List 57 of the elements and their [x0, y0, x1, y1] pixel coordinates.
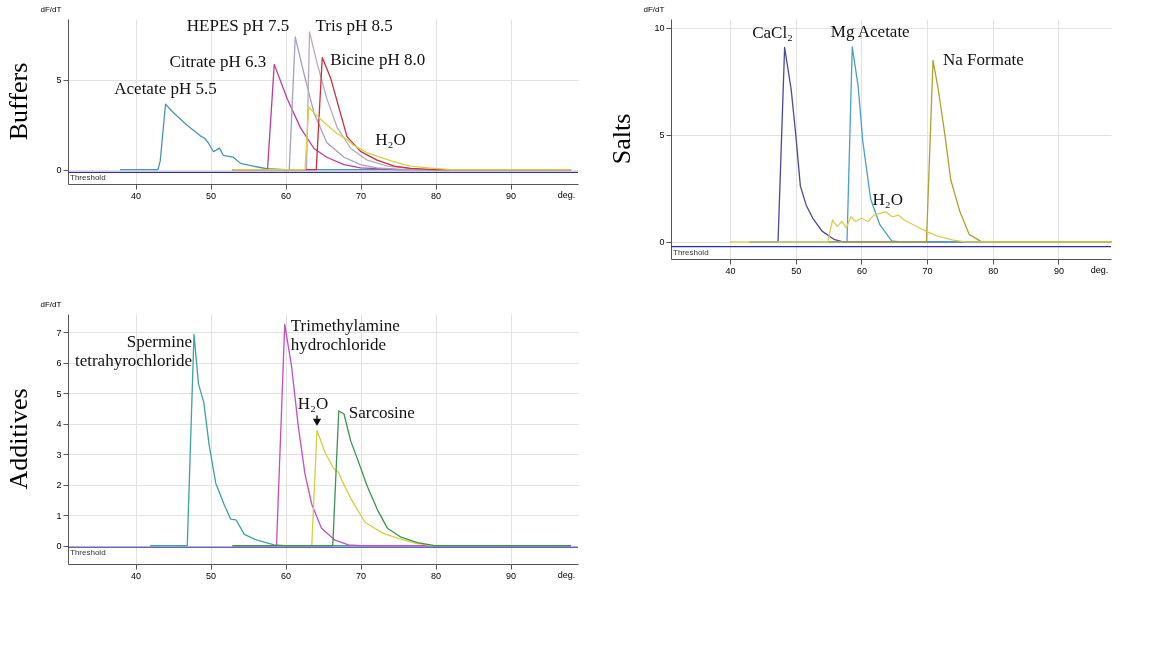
ref-line-label: Threshold: [70, 548, 106, 558]
y-axis-title: dF/dT: [643, 4, 665, 14]
series-label: H₂O: [872, 189, 903, 209]
x-tick-label: 40: [725, 265, 736, 276]
series-label: Sarcosine: [348, 402, 415, 422]
x-tick-label: 70: [922, 265, 933, 276]
x-tick-label: 90: [505, 190, 517, 201]
x-tick-label: 50: [205, 190, 217, 201]
x-tick-label: 40: [130, 190, 142, 201]
series-label: H₂O: [297, 394, 329, 414]
text: Buffers: [4, 62, 33, 141]
y-axis-title: dF/dT: [40, 4, 62, 14]
series-label: Acetate pH 5.5: [114, 79, 217, 99]
y-tick-label: 2: [56, 480, 62, 491]
series-label: H₂O: [375, 129, 406, 149]
series-label: Tris pH 8.5: [315, 15, 393, 35]
x-tick-label: 80: [988, 265, 999, 276]
ref-line-label: Threshold: [673, 247, 709, 257]
x-axis-title: deg.: [557, 569, 576, 580]
y-tick-label: 5: [56, 75, 62, 86]
x-tick-label: 60: [280, 570, 292, 581]
x-tick-label: 80: [430, 570, 442, 581]
x-tick-label: 50: [205, 570, 217, 581]
y-tick-label: 10: [654, 23, 665, 34]
y-tick-label: 0: [659, 237, 665, 248]
x-tick-label: 80: [430, 190, 442, 201]
series-label: CaCl₂: [752, 22, 794, 42]
x-axis-title: deg.: [557, 189, 576, 200]
ref-line-label: Threshold: [70, 173, 106, 183]
x-tick-label: 90: [1053, 265, 1064, 276]
y-tick-label: 4: [56, 419, 62, 430]
x-tick-label: 60: [856, 265, 867, 276]
series-label: Spermine tetrahyrochloride: [74, 332, 192, 371]
y-axis-title: dF/dT: [40, 299, 62, 309]
x-tick-label: 60: [280, 190, 292, 201]
x-tick-label: 50: [791, 265, 802, 276]
y-tick-label: 3: [56, 449, 62, 460]
x-axis-title: deg.: [1090, 264, 1109, 275]
series-label: HEPES pH 7.5: [186, 15, 290, 35]
y-tick-label: 7: [56, 327, 62, 338]
series-label: Mg Acetate: [830, 21, 910, 41]
y-tick-label: 0: [56, 165, 62, 176]
series-label: Citrate pH 6.3: [169, 52, 267, 72]
series-label: Trimethylamine hydrochloride: [290, 316, 400, 355]
y-tick-label: 1: [56, 510, 62, 521]
y-tick-label: 5: [659, 130, 665, 141]
series-label: Bicine pH 8.0: [330, 49, 426, 69]
x-tick-label: 40: [130, 570, 142, 581]
x-tick-label: 70: [355, 570, 367, 581]
y-tick-label: 0: [56, 541, 62, 552]
series-label: Na Formate: [943, 50, 1024, 70]
x-tick-label: 90: [505, 570, 517, 581]
x-tick-label: 70: [355, 190, 367, 201]
text: Salts: [607, 113, 636, 165]
y-tick-label: 6: [56, 358, 62, 369]
text: Additives: [4, 388, 33, 490]
y-tick-label: 5: [56, 388, 62, 399]
